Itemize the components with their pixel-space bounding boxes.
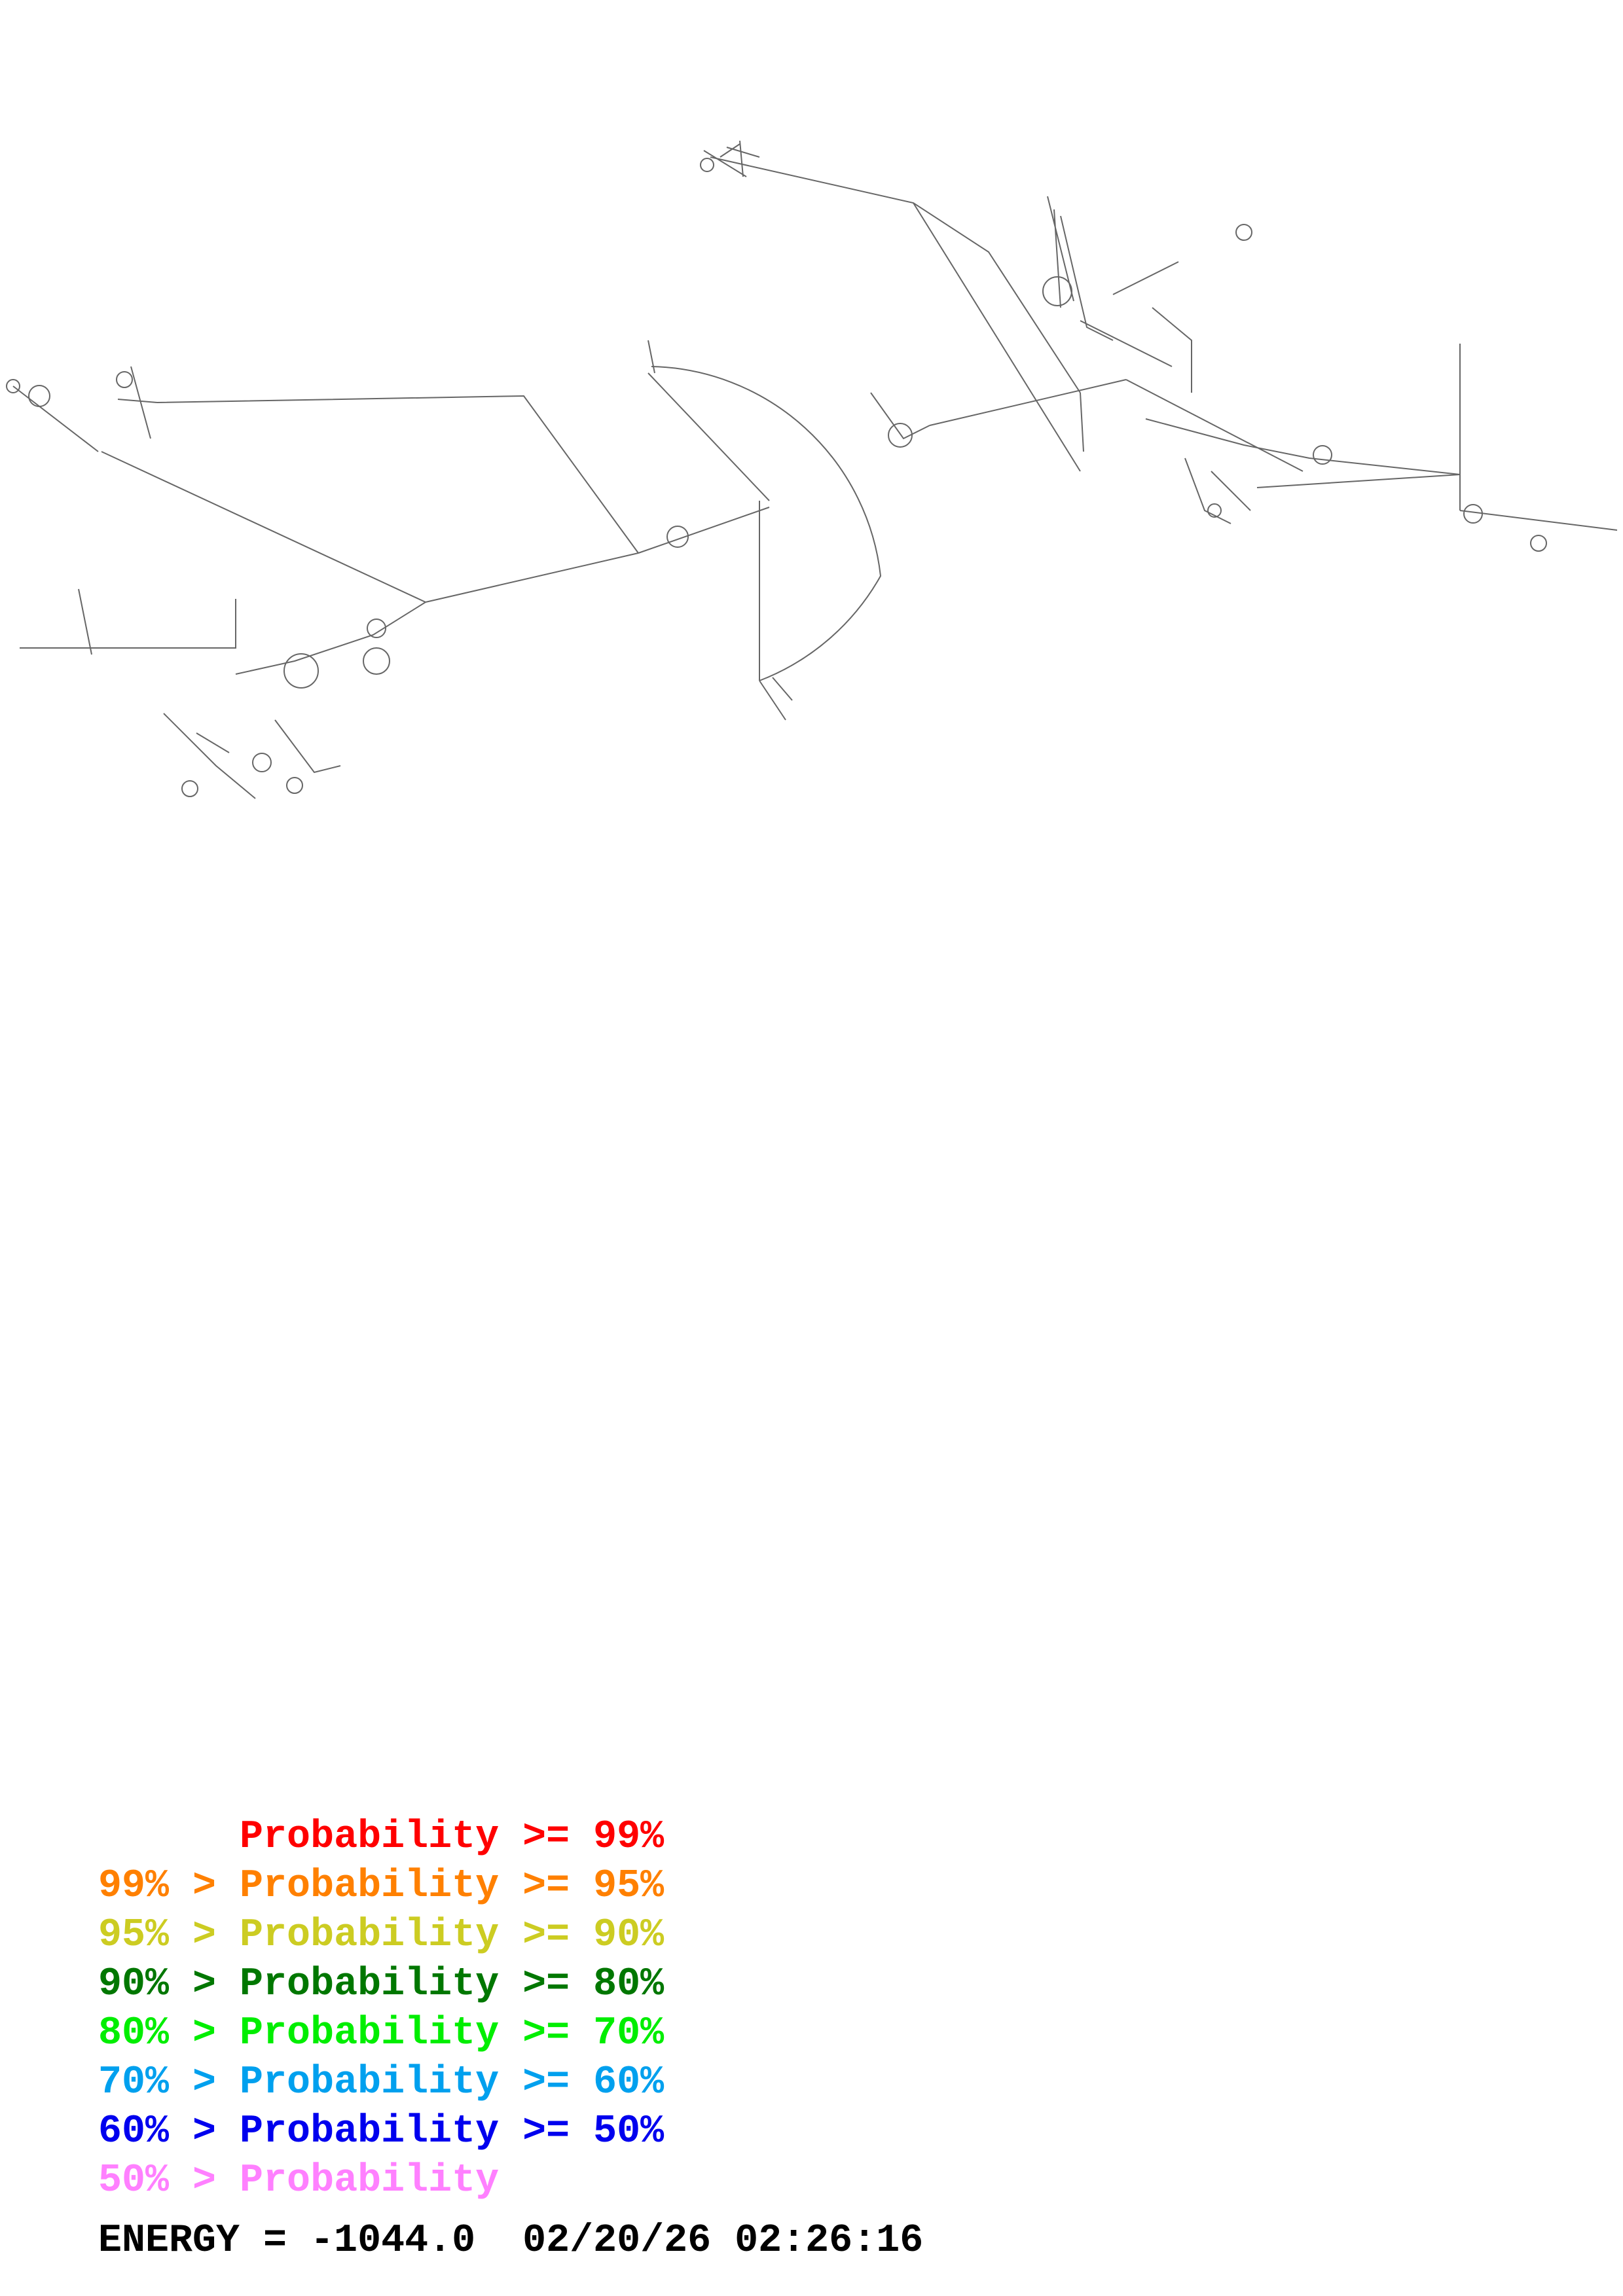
legend-row: 70% > Probability >= 60% <box>98 2058 664 2108</box>
loop <box>1207 503 1222 518</box>
helix-cluster <box>1047 196 1114 341</box>
legend-label: Probability >= 90% <box>240 1913 665 1958</box>
loop <box>367 619 386 638</box>
legend-row: 90% > Probability >= 80% <box>98 1960 664 2009</box>
legend-prefix: 80% > <box>98 2011 240 2056</box>
loop <box>700 158 714 172</box>
legend-label: Probability >= 70% <box>240 2011 665 2056</box>
legend-label: Probability >= 95% <box>240 1864 665 1909</box>
loop <box>28 385 50 407</box>
legend-label: Probability <box>240 2159 500 2203</box>
helix-cluster <box>1184 457 1251 524</box>
timestamp: 02/20/26 02:26:16 <box>522 2219 924 2263</box>
backbone-link <box>1125 379 1304 472</box>
legend-row: 95% > Probability >= 90% <box>98 1911 664 1960</box>
loop <box>1313 445 1332 465</box>
loop <box>888 423 913 448</box>
legend-prefix: 95% > <box>98 1913 240 1958</box>
backbone-link <box>638 507 770 554</box>
legend-row: Probability >= 99% <box>98 1813 664 1862</box>
backbone-link <box>913 202 1081 472</box>
legend-prefix: 50% > <box>98 2159 240 2203</box>
legend-prefix: 60% > <box>98 2109 240 2154</box>
backbone-link <box>101 451 426 603</box>
helix-cluster <box>647 340 655 374</box>
helix-cluster <box>235 601 426 675</box>
legend-label: Probability >= 50% <box>240 2109 665 2154</box>
helix-cluster <box>12 366 158 452</box>
legend-prefix: 70% > <box>98 2060 240 2105</box>
legend-prefix: 99% > <box>98 1864 240 1909</box>
probability-legend: Probability >= 99% 99% > Probability >= 9… <box>98 1813 664 2206</box>
backbone-link <box>929 379 1127 426</box>
helix-cluster <box>703 140 760 177</box>
backbone-link <box>1256 474 1461 488</box>
loop <box>1530 535 1547 552</box>
legend-row: 80% > Probability >= 70% <box>98 2009 664 2058</box>
backbone-link <box>156 395 639 554</box>
legend-prefix: 90% > <box>98 1962 240 2007</box>
loop <box>1235 224 1252 241</box>
helix-cluster <box>20 588 236 655</box>
helix-cluster <box>759 677 793 721</box>
legend-label: Probability >= 80% <box>240 1962 665 2007</box>
rna-structure-diagram <box>6 140 1618 799</box>
backbone-link <box>1080 392 1084 452</box>
loop <box>363 647 390 675</box>
legend-row: 50% > Probability <box>98 2157 664 2206</box>
helix-cluster <box>1080 261 1192 393</box>
energy-value: ENERGY = -1044.0 <box>98 2219 476 2263</box>
backbone-link <box>710 156 1081 393</box>
backbone-arc <box>651 366 882 681</box>
legend-row: 60% > Probability >= 50% <box>98 2108 664 2157</box>
loop <box>116 371 133 388</box>
helix-cluster <box>163 713 341 799</box>
loop <box>283 653 319 689</box>
loop <box>1042 276 1072 306</box>
backbone-link <box>425 552 639 603</box>
loop <box>181 780 198 797</box>
legend-prefix <box>98 1815 240 1859</box>
loop <box>252 753 272 772</box>
helix-cluster <box>1459 510 1618 531</box>
loop <box>6 379 20 393</box>
legend-label: Probability >= 99% <box>240 1815 665 1859</box>
legend-row: 99% > Probability >= 95% <box>98 1862 664 1911</box>
backbone-link <box>647 372 770 501</box>
loop <box>286 777 303 794</box>
loop <box>1463 504 1483 524</box>
helix-cluster <box>870 392 930 440</box>
legend-label: Probability >= 60% <box>240 2060 665 2105</box>
loop <box>666 526 689 548</box>
energy-footer: ENERGY = -1044.0 02/20/26 02:26:16 <box>98 2219 923 2263</box>
helix-cluster <box>1145 418 1461 475</box>
